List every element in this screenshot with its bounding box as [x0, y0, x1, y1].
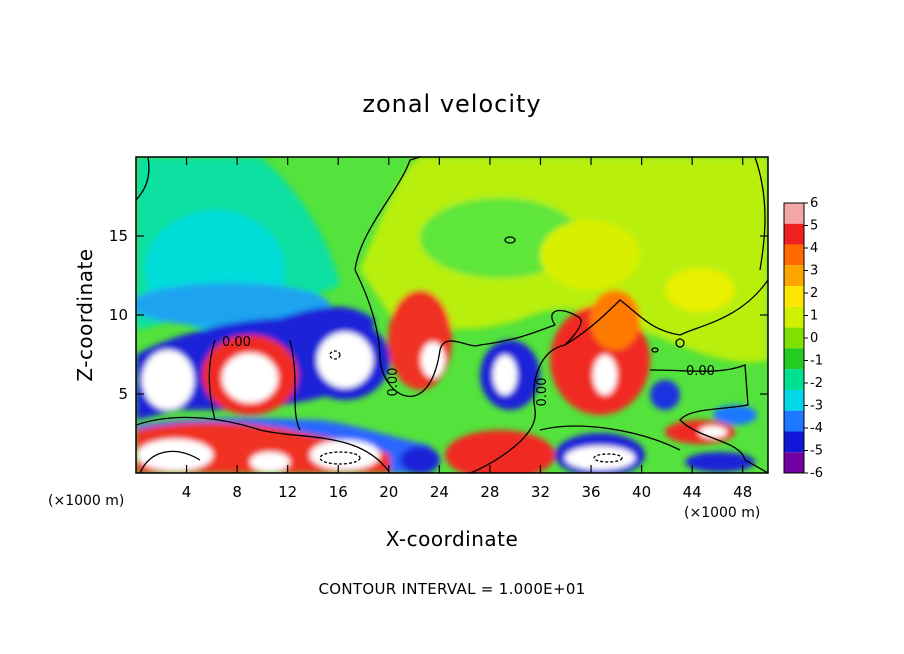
colorbar-tick-label: -4 [810, 421, 823, 436]
colorbar-tick-label: 3 [810, 264, 818, 279]
region-blue-cell [713, 405, 757, 425]
colorbar-swatch [784, 223, 804, 245]
core-saturated [699, 426, 727, 438]
contour-line [289, 339, 301, 431]
contour-closed [651, 347, 659, 353]
colorbar-swatch [784, 369, 804, 390]
contour-line [754, 157, 766, 271]
core-saturated [250, 452, 290, 472]
x-tick-label: 28 [480, 483, 499, 501]
colorbar: 6 5 4 3 2 1 0 -1 -2 -3 -4 -5 -6 [783, 196, 823, 481]
colorbar-swatch [784, 203, 804, 224]
contour-line [649, 364, 768, 473]
chart-title: zonal velocity [362, 90, 541, 118]
y-tick-label: 15 [109, 227, 128, 245]
colorbar-tick-label: 5 [810, 219, 818, 234]
contour-line [139, 450, 201, 473]
contour-closed [675, 338, 685, 348]
x-tick-label: 44 [683, 483, 702, 501]
core-saturated [310, 440, 380, 470]
region-yellow-patch [540, 220, 640, 290]
core-saturated [222, 353, 278, 403]
x-unit-label-left: (×1000 m) [48, 493, 124, 509]
contour-dashed [593, 453, 623, 463]
contour-dashed [319, 451, 361, 465]
heatmap-field: 0.00 0.00 0.00 0.00 [136, 157, 768, 473]
core-saturated [593, 355, 617, 395]
colorbar-tick-label: -6 [810, 466, 823, 481]
region-light-blue [136, 283, 330, 327]
colorbar-swatch [784, 244, 804, 266]
x-tick-label: 12 [278, 483, 297, 501]
colorbar-tick-label: -2 [810, 376, 823, 391]
contour-line [469, 344, 566, 473]
colorbar-swatch [784, 452, 804, 473]
contour-closed [504, 236, 516, 244]
contour-label: 0.00 [686, 364, 715, 379]
contour-dashed [329, 350, 341, 360]
core-saturated [421, 342, 445, 378]
x-tick-label: 32 [531, 483, 550, 501]
x-axis-label: X-coordinate [386, 527, 519, 551]
contour-label: 0.00 [386, 368, 401, 397]
core-saturated [142, 350, 194, 410]
y-ticks: 5 10 15 [109, 227, 768, 403]
x-tick-label: 36 [581, 483, 600, 501]
core-saturated [493, 355, 517, 395]
x-tick-label: 8 [232, 483, 242, 501]
region-blue-cell [685, 452, 755, 472]
x-tick-label: 4 [182, 483, 192, 501]
colorbar-swatch [784, 431, 804, 453]
core-saturated [565, 446, 635, 470]
colorbar-swatch [784, 410, 804, 432]
colorbar-swatch [784, 348, 804, 370]
core-saturated [317, 332, 373, 388]
colorbar-tick-label: 0 [810, 331, 818, 346]
contour-line [208, 339, 216, 421]
colorbar-swatch [784, 286, 804, 307]
colorbar-tick-label: -3 [810, 399, 823, 414]
region-blue-cell [650, 380, 680, 410]
contour-line [551, 309, 582, 346]
contour-line [136, 157, 150, 201]
y-tick-label: 5 [118, 385, 128, 403]
contour-label: 0.00 [222, 335, 251, 350]
y-tick-label: 10 [109, 306, 128, 324]
colorbar-swatch [784, 265, 804, 287]
region-red-cell [445, 430, 555, 473]
x-tick-label: 24 [430, 483, 449, 501]
x-tick-label: 16 [329, 483, 348, 501]
colorbar-tick-label: 4 [810, 241, 818, 256]
core-saturated [137, 439, 213, 471]
region-center-green [420, 198, 580, 278]
contour-label: 0.00 [535, 378, 550, 407]
region-orange-cell [590, 290, 640, 350]
x-unit-label-right: (×1000 m) [684, 505, 760, 521]
contour-line [136, 416, 391, 473]
colorbar-swatch [784, 306, 804, 328]
colorbar-tick-label: 6 [810, 196, 818, 211]
x-ticks: 4 8 12 16 20 24 28 32 36 40 44 48 [182, 157, 752, 501]
colorbar-tick-label: 1 [810, 309, 818, 324]
contour-line [564, 279, 768, 346]
y-axis-label: Z-coordinate [73, 248, 97, 381]
colorbar-tick-label: -1 [810, 354, 823, 369]
x-tick-label: 48 [733, 483, 752, 501]
colorbar-swatch [784, 389, 804, 411]
colorbar-tick-label: 2 [810, 286, 818, 301]
zero-contours [136, 157, 768, 473]
x-tick-label: 20 [379, 483, 398, 501]
contour-line [354, 269, 556, 397]
x-tick-label: 40 [632, 483, 651, 501]
colorbar-swatch [784, 327, 804, 349]
contour-interval-note: CONTOUR INTERVAL = 1.000E+01 [318, 580, 585, 598]
contour-line [354, 157, 421, 271]
region-blue-cell [400, 446, 440, 473]
colorbar-tick-label: -5 [810, 444, 823, 459]
contour-line [539, 425, 681, 451]
region-yellow-patch [665, 268, 735, 312]
